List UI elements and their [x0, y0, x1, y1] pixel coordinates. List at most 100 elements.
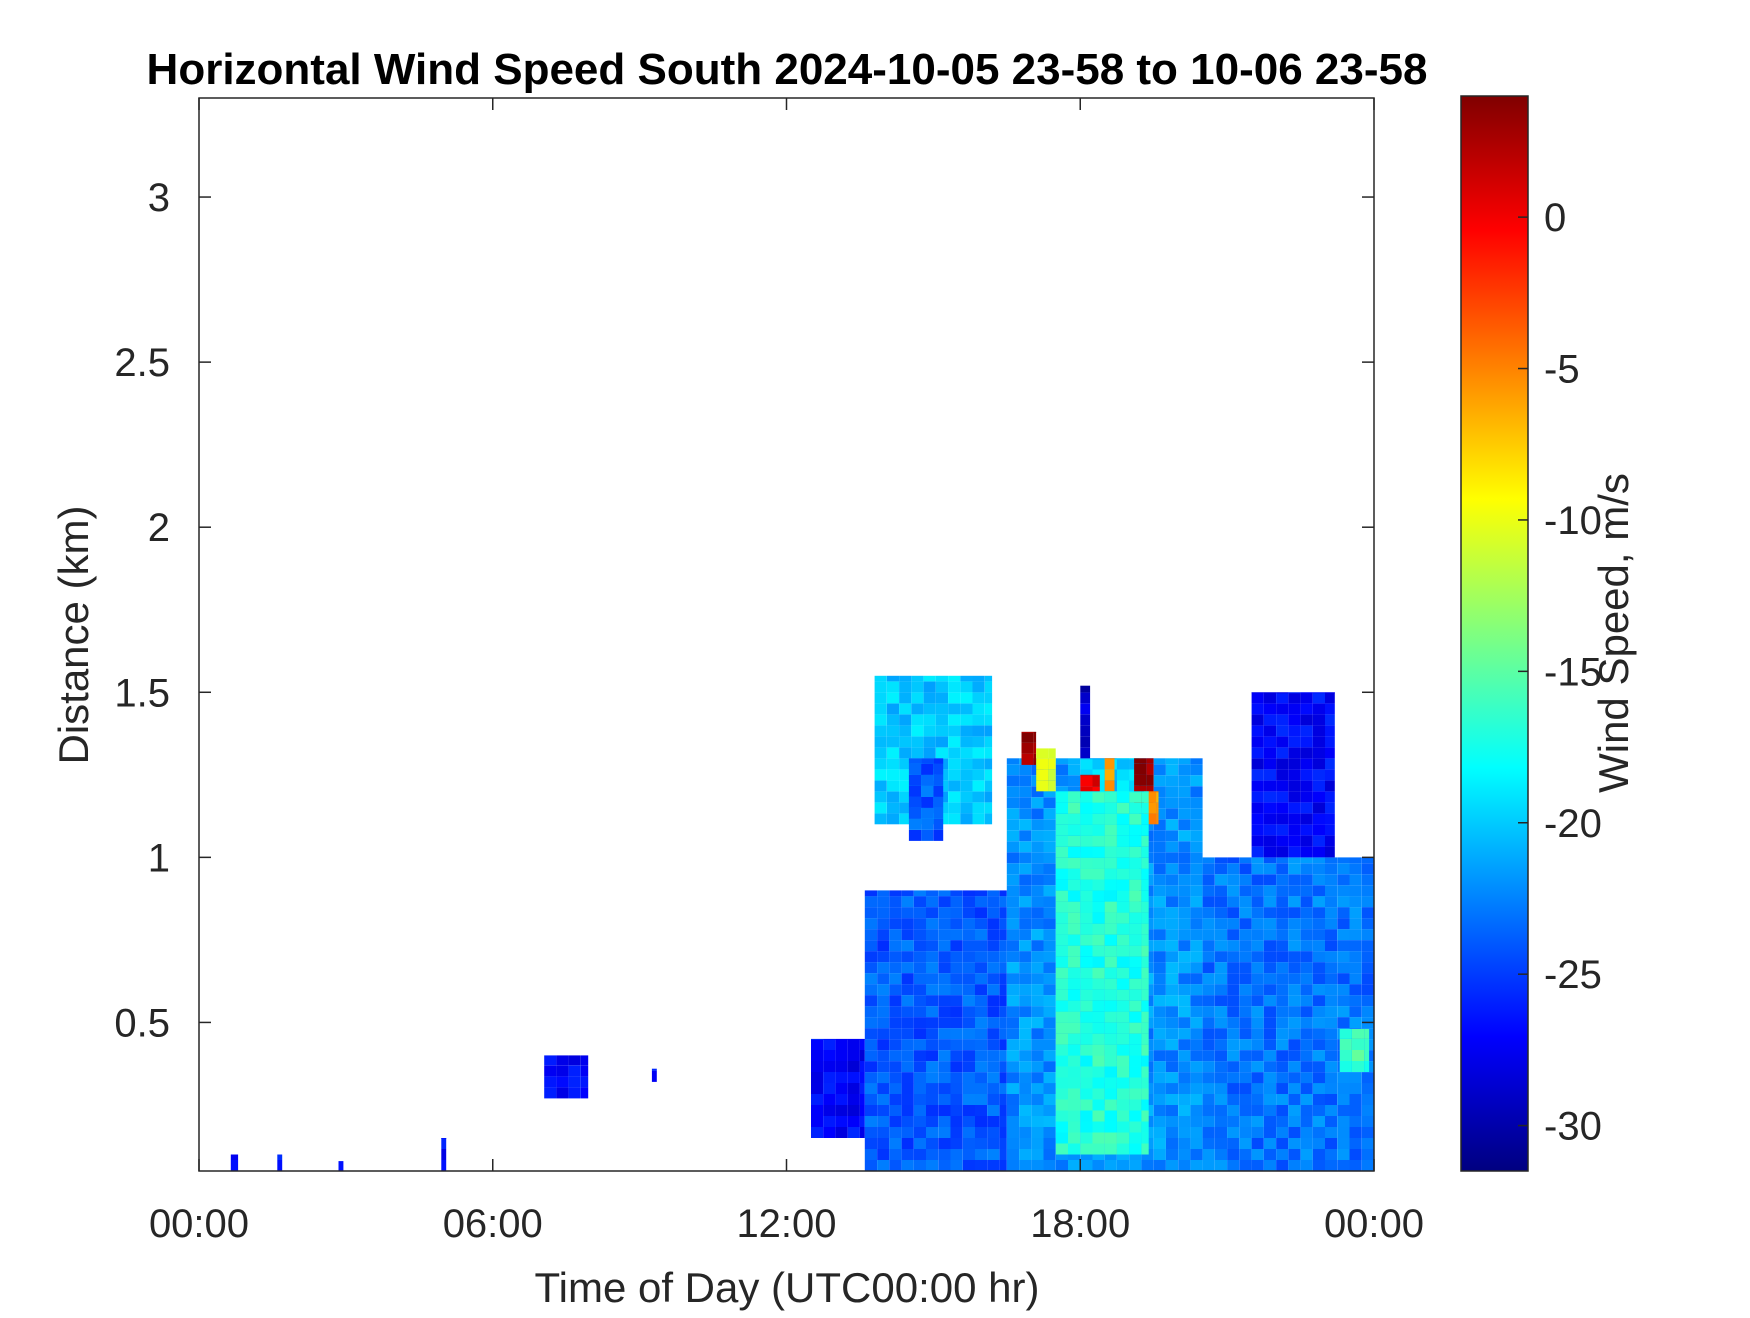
heatmap-cell: [1214, 1094, 1228, 1105]
heatmap-cell: [1300, 973, 1313, 985]
heatmap-cell: [1288, 907, 1301, 919]
heatmap-cell: [1031, 1149, 1044, 1160]
heatmap-cell: [1068, 989, 1081, 1001]
heatmap-cell: [975, 1072, 988, 1084]
heatmap-cell: [859, 1050, 865, 1061]
heatmap-cell: [948, 725, 961, 737]
heatmap-cell: [1080, 725, 1091, 737]
heatmap-cell: [1263, 885, 1276, 897]
heatmap-cell: [1165, 885, 1179, 897]
heatmap-cell: [938, 973, 951, 985]
heatmap-cell: [1288, 962, 1301, 974]
heatmap-cell: [338, 1161, 344, 1171]
heatmap-cell: [913, 1050, 926, 1062]
heatmap-cell: [1146, 758, 1154, 764]
heatmap-cell: [975, 918, 988, 930]
heatmap-cell: [933, 785, 944, 797]
heatmap-cell: [1104, 923, 1117, 935]
heatmap-cell: [1325, 846, 1335, 858]
heatmap-cell: [1288, 1006, 1301, 1018]
heatmap-cell: [901, 995, 914, 1007]
heatmap-cell: [1263, 918, 1276, 930]
heatmap-cell: [1129, 989, 1142, 1001]
heatmap-cell: [1055, 879, 1068, 891]
heatmap-cell: [908, 818, 922, 830]
heatmap-cell: [1117, 956, 1130, 968]
heatmap-cell: [960, 714, 973, 726]
heatmap-cell: [1153, 984, 1166, 996]
heatmap-cell: [1349, 1094, 1362, 1105]
heatmap-cell: [886, 813, 900, 825]
heatmap-cell: [1129, 912, 1142, 924]
heatmap-cell: [1214, 995, 1228, 1007]
heatmap-cell: [1165, 874, 1179, 886]
heatmap-cell: [1178, 1116, 1191, 1127]
heatmap-cell: [923, 703, 936, 715]
heatmap-cell: [1006, 841, 1019, 853]
heatmap-cell: [864, 1039, 877, 1051]
heatmap-cell: [1349, 951, 1362, 963]
heatmap-cell: [1153, 852, 1166, 864]
heatmap-cell: [1300, 1072, 1313, 1084]
heatmap-cell: [1043, 973, 1056, 985]
heatmap-cell: [877, 1138, 890, 1149]
heatmap-cell: [1349, 1116, 1362, 1127]
heatmap-cell: [1104, 758, 1115, 760]
heatmap-cell: [962, 1138, 975, 1149]
heatmap-cell: [1352, 1050, 1365, 1061]
heatmap-cell: [1227, 951, 1240, 963]
heatmap-cell: [926, 890, 939, 897]
heatmap-cell: [1276, 1017, 1289, 1029]
heatmap-cell: [950, 1017, 963, 1029]
heatmap-cell: [933, 758, 944, 764]
heatmap-cell: [1325, 1160, 1338, 1171]
heatmap-cell: [1104, 1011, 1117, 1023]
heatmap-cell: [1019, 874, 1032, 886]
heatmap-cell: [1178, 984, 1191, 996]
heatmap-cell: [1104, 791, 1117, 793]
heatmap-cell: [938, 1017, 951, 1029]
heatmap-cell: [1129, 1055, 1142, 1067]
heatmap-cell: [1214, 940, 1228, 952]
heatmap-cell: [1031, 1116, 1044, 1127]
heatmap-cell: [975, 1138, 988, 1149]
heatmap-cell: [1202, 1160, 1215, 1171]
heatmap-cell: [1104, 1022, 1117, 1034]
heatmap-cell: [1068, 791, 1081, 803]
heatmap-cell: [1263, 1160, 1276, 1171]
heatmap-cell: [1033, 731, 1037, 733]
heatmap-cell: [1043, 984, 1056, 996]
heatmap-cell: [1312, 1138, 1325, 1149]
heatmap-cell: [1104, 824, 1117, 836]
heatmap-cell: [923, 747, 936, 759]
heatmap-cell: [1178, 1028, 1191, 1040]
heatmap-cell: [1263, 907, 1276, 919]
heatmap-cell: [1239, 1039, 1252, 1051]
heatmap-cell: [1006, 819, 1019, 831]
heatmap-cell: [1153, 896, 1166, 908]
heatmap-cell: [1019, 775, 1032, 787]
heatmap-cell: [1165, 973, 1179, 985]
heatmap-cell: [950, 1072, 963, 1084]
heatmap-cell: [1239, 874, 1252, 886]
heatmap-cell: [1325, 1061, 1338, 1073]
heatmap-cell: [926, 951, 939, 963]
heatmap-cell: [1048, 748, 1056, 759]
heatmap-cell: [1276, 1149, 1289, 1160]
heatmap-cell: [277, 1154, 283, 1160]
heatmap-cell: [911, 714, 924, 726]
colorbar-label: Wind Speed, m/s: [1590, 473, 1637, 793]
heatmap-cell: [908, 758, 922, 764]
y-tick-label: 1: [148, 836, 170, 880]
heatmap-cell: [1312, 747, 1325, 759]
heatmap-cell: [1129, 868, 1142, 880]
heatmap-cell: [835, 1127, 848, 1138]
heatmap-cell: [1117, 857, 1130, 869]
heatmap-cell: [1165, 758, 1179, 765]
heatmap-cell: [901, 1017, 914, 1029]
heatmap-cell: [835, 1094, 848, 1105]
heatmap-cell: [1080, 945, 1093, 957]
heatmap-cell: [1080, 1044, 1093, 1056]
heatmap-cell: [923, 681, 936, 693]
